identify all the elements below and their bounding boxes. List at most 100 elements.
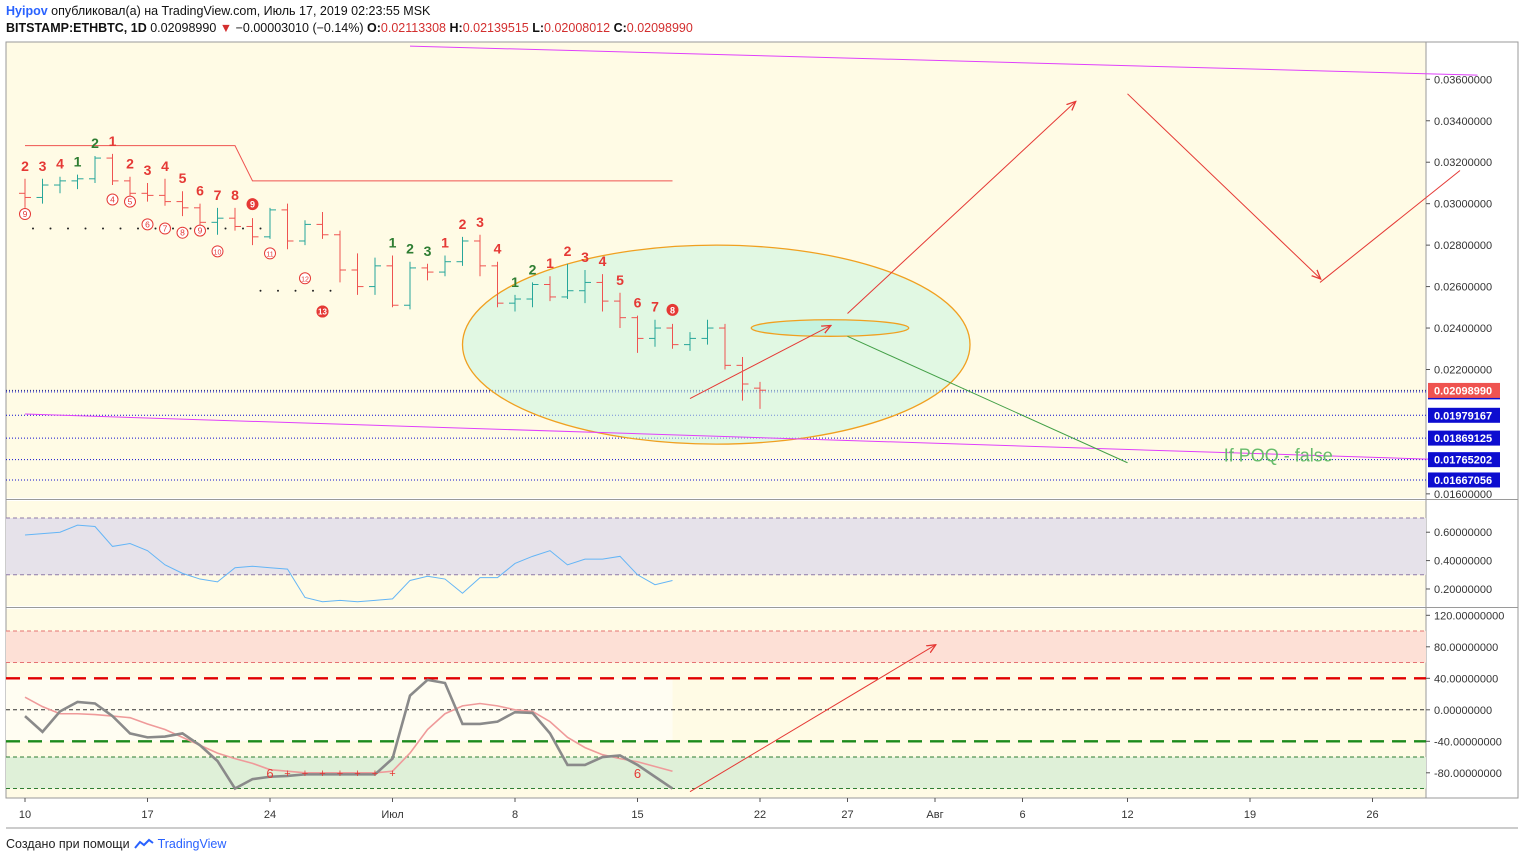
candle: [281, 203, 294, 250]
price-tick-label: 0.03600000: [1434, 74, 1492, 86]
support-dot: [102, 227, 104, 230]
count-label: 2: [529, 261, 537, 277]
support-dot: [294, 289, 297, 292]
support-dot: [277, 289, 279, 292]
candle: [666, 323, 679, 349]
osc2-main-line: [24, 678, 674, 791]
projection-up-3-line: [1319, 170, 1461, 283]
osc1-tick-label: 0.60000000: [1434, 527, 1492, 539]
osc2-plus-marker: +: [389, 768, 395, 780]
author-link[interactable]: Hyipov: [6, 4, 48, 18]
setup-circle: [211, 245, 224, 258]
osc2-projection-line: [689, 645, 935, 793]
setup-label: 4: [110, 195, 115, 205]
chart-frame: [5, 41, 1519, 799]
count-label: 2: [91, 135, 99, 151]
candle: [736, 357, 749, 401]
count-label: 7: [214, 187, 222, 203]
candle: [36, 178, 49, 204]
osc1-tick-label: 0.20000000: [1434, 584, 1492, 596]
tradingview-logo-icon: [133, 838, 154, 849]
time-tick-label: 15: [631, 809, 643, 821]
count-label: 1: [389, 234, 397, 250]
candle: [369, 257, 381, 295]
level-label: 0.01765202: [1434, 455, 1492, 467]
candle: [19, 178, 31, 208]
count-label: 2: [406, 241, 414, 257]
candle: [124, 176, 136, 198]
level-label: 0.01667056: [1434, 475, 1492, 487]
support-dot: [137, 227, 139, 230]
time-tick-label: 6: [1019, 809, 1025, 821]
candle: [561, 263, 574, 300]
time-tick-label: 22: [754, 809, 766, 821]
candle: [71, 174, 84, 190]
setup-label: 6: [145, 219, 150, 229]
setup-label: 12: [301, 276, 309, 283]
osc2-tick-label: 0.00000000: [1434, 705, 1492, 717]
count-label: 2: [459, 216, 467, 232]
oscillator-1-panel: [6, 517, 1426, 603]
count-label: 3: [581, 249, 589, 265]
candle: [649, 319, 661, 347]
support-dot: [312, 289, 314, 292]
osc2-tick-label: 40.00000000: [1434, 673, 1498, 685]
setup-circle: [19, 208, 31, 221]
candle: [54, 176, 66, 194]
high-value: 0.02139515: [462, 21, 529, 35]
level-label-bg: [1428, 472, 1500, 488]
low-label: L:: [532, 21, 545, 35]
support-dot: [189, 227, 192, 230]
candle: [544, 276, 556, 302]
pitchfork-upper-line: [409, 45, 1478, 76]
level-label: 0.01979167: [1434, 410, 1492, 422]
setup-circle: [176, 226, 189, 239]
low-value: 0.02008012: [544, 21, 611, 35]
count-label: 5: [179, 170, 187, 186]
support-dot: [207, 227, 209, 230]
last-price-label: 0.02098990: [1434, 385, 1492, 397]
candle: [299, 220, 311, 246]
open-label: O:: [367, 21, 381, 35]
setup-label: 9: [198, 226, 203, 236]
price-tick-label: 0.02800000: [1434, 240, 1492, 252]
candle: [579, 270, 591, 304]
candle: [194, 203, 206, 227]
candle: [106, 153, 119, 186]
candle: [631, 315, 644, 353]
last-price-label-bg: [1428, 382, 1500, 398]
osc2-tick-label: -80.00000000: [1434, 768, 1502, 780]
countdown-13-label: 13: [318, 307, 327, 316]
count-label: 1: [511, 274, 519, 290]
count-label: 2: [126, 156, 134, 172]
open-value: 0.02113308: [380, 21, 447, 35]
ohlc-line: BITSTAMP:ETHBTC, 1D 0.02098990 ▼ −0.0000…: [6, 21, 693, 35]
count-label: 4: [494, 241, 502, 257]
time-tick-label: 19: [1244, 809, 1256, 821]
count-label: 4: [161, 158, 169, 174]
setup-label: 7: [163, 224, 168, 234]
candle: [404, 261, 416, 310]
high-label: H:: [449, 21, 463, 35]
last-price: 0.02098990: [150, 21, 217, 35]
osc2-count-marker: 6: [634, 766, 641, 781]
candle: [421, 263, 434, 281]
osc2-tick-label: -40.00000000: [1434, 736, 1502, 748]
support-dot: [154, 227, 157, 230]
candle: [229, 207, 241, 231]
candle: [246, 218, 259, 246]
count-label: 9: [250, 200, 255, 210]
support-dot: [259, 289, 262, 292]
count-label: 6: [634, 295, 642, 311]
time-tick-label: 17: [141, 809, 153, 821]
support-dot: [329, 289, 332, 292]
osc2-plus-marker: +: [284, 768, 290, 780]
footer-text: Создано при помощи: [6, 837, 130, 851]
setup-label: 8: [180, 228, 185, 238]
setup-circle: [264, 247, 276, 260]
setup-circle: [106, 193, 119, 206]
footer-brand-link[interactable]: TradingView: [157, 837, 227, 851]
oscillator-2-panel: + + + + + + +6 6: [6, 630, 1426, 793]
time-tick-label: Июл: [381, 809, 403, 821]
